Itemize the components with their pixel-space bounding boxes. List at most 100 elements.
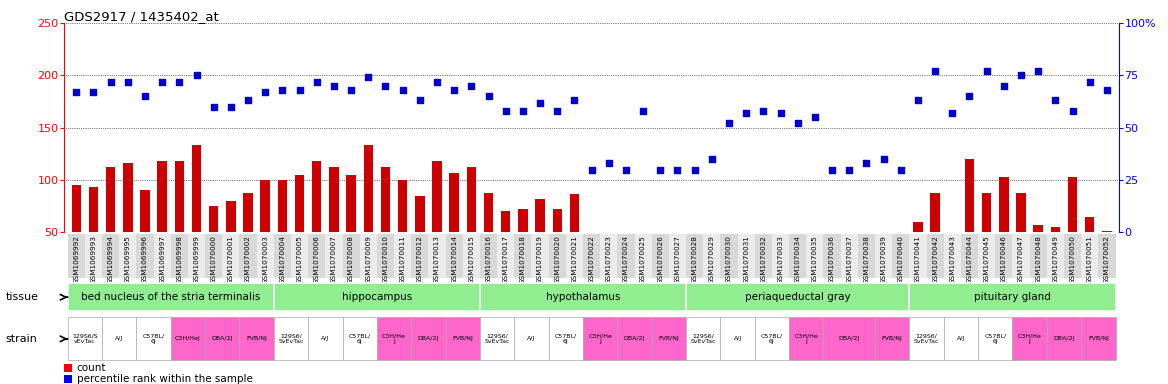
Bar: [703, 234, 721, 278]
Text: GSM1070031: GSM1070031: [743, 235, 749, 285]
Text: count: count: [76, 363, 106, 373]
Point: [806, 114, 825, 120]
Bar: [634, 234, 652, 278]
Point: [599, 160, 618, 166]
Bar: [823, 234, 841, 278]
Point: [325, 83, 343, 89]
Bar: [123, 163, 132, 232]
Point: [445, 87, 464, 93]
Bar: [291, 234, 308, 278]
Text: GSM1070011: GSM1070011: [399, 235, 405, 285]
Bar: [381, 167, 390, 232]
Point: [463, 83, 481, 89]
Bar: [257, 234, 273, 278]
Bar: [260, 180, 270, 232]
Bar: [978, 234, 995, 278]
Bar: [137, 317, 171, 361]
Bar: [755, 317, 790, 361]
Text: DBA/2J: DBA/2J: [1054, 336, 1075, 341]
Text: C57BL/
6J: C57BL/ 6J: [985, 333, 1007, 344]
Point: [530, 99, 549, 106]
Bar: [347, 175, 356, 232]
Bar: [652, 317, 686, 361]
Text: GSM1070017: GSM1070017: [502, 235, 509, 285]
Bar: [445, 234, 463, 278]
Bar: [690, 232, 700, 266]
Bar: [377, 234, 394, 278]
Point: [187, 72, 206, 78]
Text: A/J: A/J: [957, 336, 965, 341]
Bar: [119, 234, 137, 278]
Bar: [209, 206, 218, 232]
Bar: [910, 283, 1115, 311]
Bar: [995, 234, 1013, 278]
Text: GSM1070019: GSM1070019: [537, 235, 543, 285]
Bar: [878, 232, 889, 261]
Point: [102, 79, 120, 85]
Text: GSM1070030: GSM1070030: [726, 235, 732, 285]
Bar: [910, 234, 926, 278]
Point: [771, 110, 790, 116]
Point: [840, 167, 858, 173]
Point: [135, 93, 154, 99]
Point: [978, 68, 996, 74]
Text: GSM1070012: GSM1070012: [417, 235, 423, 285]
Point: [410, 98, 429, 104]
Text: GSM1070038: GSM1070038: [863, 235, 869, 285]
Text: GSM1070040: GSM1070040: [898, 235, 904, 285]
Bar: [137, 234, 153, 278]
Bar: [793, 232, 802, 255]
Bar: [394, 234, 411, 278]
Bar: [1034, 225, 1043, 232]
Text: GSM1070001: GSM1070001: [228, 235, 234, 285]
Bar: [841, 234, 857, 278]
Point: [307, 79, 326, 85]
Bar: [910, 317, 944, 361]
Text: FVB/NJ: FVB/NJ: [1087, 336, 1108, 341]
Bar: [206, 234, 222, 278]
Bar: [755, 234, 772, 278]
Bar: [1016, 192, 1026, 232]
Text: bed nucleus of the stria terminalis: bed nucleus of the stria terminalis: [81, 292, 260, 302]
Bar: [192, 146, 201, 232]
Bar: [669, 234, 686, 278]
Text: DBA/2J: DBA/2J: [839, 336, 860, 341]
Text: hypothalamus: hypothalamus: [545, 292, 620, 302]
Bar: [64, 375, 71, 383]
Point: [204, 104, 223, 110]
Point: [359, 74, 377, 81]
Bar: [514, 317, 549, 361]
Bar: [1047, 234, 1064, 278]
Text: GSM1069992: GSM1069992: [74, 235, 79, 285]
Text: GSM1070026: GSM1070026: [658, 235, 663, 285]
Text: GSM1070044: GSM1070044: [966, 235, 973, 285]
Point: [118, 79, 137, 85]
Point: [1011, 72, 1030, 78]
Text: GSM1070023: GSM1070023: [606, 235, 612, 285]
Text: C3H/He
J: C3H/He J: [382, 333, 406, 344]
Bar: [445, 317, 480, 361]
Bar: [171, 234, 188, 278]
Bar: [273, 317, 308, 361]
Bar: [811, 232, 820, 250]
Bar: [398, 180, 408, 232]
Bar: [153, 234, 171, 278]
Bar: [239, 234, 257, 278]
Text: tissue: tissue: [6, 292, 39, 302]
Bar: [312, 161, 321, 232]
Text: DBA/2J: DBA/2J: [624, 336, 645, 341]
Bar: [243, 192, 252, 232]
Text: GSM1070013: GSM1070013: [434, 235, 440, 285]
Bar: [360, 234, 377, 278]
Text: pituitary gland: pituitary gland: [974, 292, 1051, 302]
Text: GSM1070041: GSM1070041: [915, 235, 920, 285]
Point: [394, 87, 412, 93]
Bar: [931, 192, 940, 232]
Text: GSM1069999: GSM1069999: [194, 235, 200, 285]
Bar: [772, 234, 790, 278]
Bar: [721, 317, 755, 361]
Text: GSM1070020: GSM1070020: [555, 235, 561, 285]
Bar: [308, 317, 342, 361]
Point: [1063, 108, 1082, 114]
Point: [479, 93, 498, 99]
